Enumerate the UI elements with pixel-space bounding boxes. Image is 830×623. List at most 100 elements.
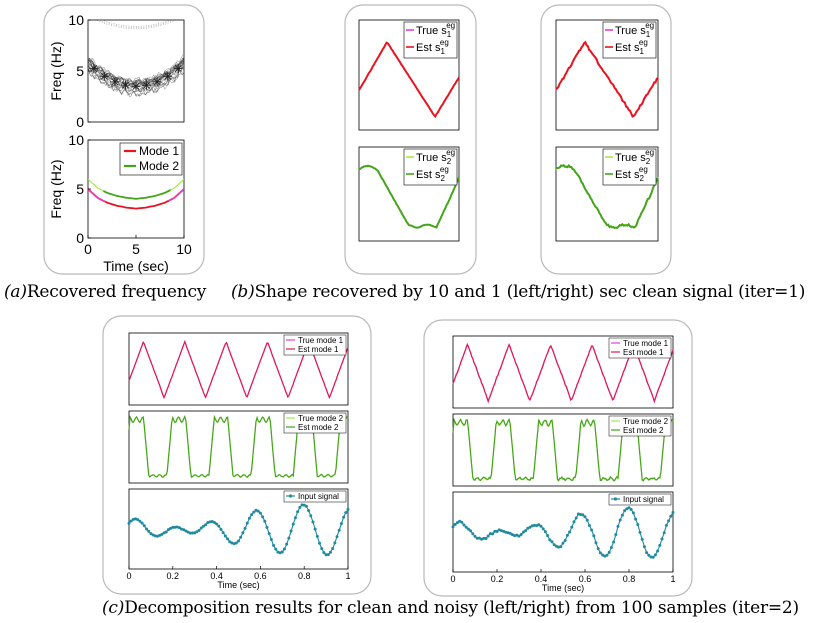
- axes-box-in: [128, 488, 349, 570]
- legend-superscript: eg: [440, 165, 449, 174]
- legend-subscript: 1: [447, 30, 452, 39]
- axes-box-in: [452, 491, 674, 573]
- input-sample-marker: [201, 524, 205, 528]
- input-sample-marker: [546, 534, 550, 538]
- legend-entry: True s2eg: [615, 148, 654, 166]
- x-tick-label: 0.8: [298, 571, 311, 581]
- legend-box: [283, 412, 347, 434]
- y-tick-label: 10: [68, 12, 84, 28]
- panel-c-right-frame: [423, 319, 693, 597]
- input-sample-marker: [631, 511, 635, 515]
- input-sample-marker: [469, 529, 473, 533]
- input-sample-marker: [136, 518, 140, 522]
- legend-superscript: eg: [446, 21, 455, 30]
- caption-c-letter: (c): [102, 598, 125, 618]
- input-sample-marker: [221, 531, 225, 535]
- input-sample-marker: [245, 521, 249, 525]
- freq-marker: [121, 81, 129, 89]
- input-sample-marker: [333, 541, 337, 545]
- input-sample-marker: [473, 534, 477, 538]
- input-sample-marker: [563, 538, 567, 542]
- input-sample-marker: [147, 529, 151, 533]
- input-sample-marker: [647, 553, 651, 557]
- panel-b-right-frame: [540, 4, 672, 275]
- chart-a-top: 0 5 10 Freq (Hz): [48, 12, 185, 130]
- input-sample-marker: [195, 530, 199, 534]
- legend-subscript: 1: [639, 47, 644, 56]
- input-sample-marker: [228, 540, 232, 544]
- input-sample-marker: [590, 528, 594, 532]
- input-sample-marker: [552, 543, 556, 547]
- input-sample-marker: [263, 519, 267, 523]
- legend-box: [403, 148, 458, 186]
- panel-c-left-frame: [102, 315, 372, 595]
- legend-entry: Est s1eg: [615, 38, 648, 56]
- input-sample-marker: [318, 541, 322, 545]
- input-sample-marker: [173, 525, 177, 529]
- input-sample-marker: [138, 519, 142, 523]
- input-sample-marker: [129, 519, 133, 523]
- input-sample-marker: [182, 528, 186, 532]
- input-sample-marker: [265, 525, 269, 529]
- input-sample-marker: [322, 551, 326, 555]
- x-tick-label: 5: [132, 241, 140, 257]
- input-sample-marker: [616, 524, 620, 528]
- input-sample-marker: [267, 532, 271, 536]
- legend-entry: True mode 1: [623, 339, 669, 348]
- input-sample-marker: [304, 504, 308, 508]
- x-tick-label: 0.4: [210, 571, 223, 581]
- input-sample-marker: [671, 510, 675, 514]
- input-sample-marker: [197, 528, 201, 532]
- input-sample-marker: [204, 523, 208, 527]
- legend-entry: Input signal: [298, 492, 339, 501]
- input-sample-marker: [669, 514, 673, 518]
- input-sample-marker: [313, 527, 317, 531]
- input-sample-marker: [243, 526, 247, 530]
- input-sample-marker: [342, 515, 346, 519]
- input-sample-marker: [258, 511, 262, 515]
- input-sample-marker: [537, 523, 541, 527]
- caption-a-letter: (a): [4, 282, 27, 302]
- input-sample-marker: [653, 553, 657, 557]
- input-sample-marker: [300, 503, 304, 507]
- input-sample-marker: [223, 534, 227, 538]
- caption-c: (c)Decomposition results for clean and n…: [102, 598, 799, 618]
- input-sample-marker: [629, 507, 633, 511]
- input-sample-marker: [307, 509, 311, 513]
- input-sample-marker: [574, 516, 578, 520]
- input-sample-marker: [612, 540, 616, 544]
- legend-entry: Est mode 2: [623, 426, 664, 435]
- line-est-s1: [358, 41, 460, 119]
- input-sample-marker: [188, 531, 192, 535]
- input-sample-marker: [298, 505, 302, 509]
- x-axis-label: Time (sec): [542, 583, 584, 593]
- input-sample-marker: [596, 547, 600, 551]
- input-sample-marker: [239, 535, 243, 539]
- input-sample-marker: [219, 527, 223, 531]
- input-sample-marker: [528, 525, 532, 529]
- input-sample-marker: [226, 537, 230, 541]
- legend-text: True s: [416, 152, 447, 164]
- input-sample-marker: [640, 537, 644, 541]
- input-sample-marker: [326, 553, 330, 557]
- input-sample-marker: [627, 506, 631, 510]
- input-sample-marker: [667, 519, 671, 523]
- x-tick-label: 0.6: [254, 571, 267, 581]
- input-sample-marker: [282, 547, 286, 551]
- input-sample-marker: [261, 515, 265, 519]
- input-sample-marker: [145, 527, 149, 531]
- legend-mode1: Mode 1: [139, 144, 179, 158]
- input-sample-marker: [543, 530, 547, 534]
- freq-trace-upper: [101, 20, 171, 27]
- freq-trace-upper: [98, 20, 174, 28]
- input-sample-marker: [344, 511, 348, 515]
- legend-superscript: eg: [645, 148, 654, 157]
- input-sample-marker: [519, 532, 523, 536]
- input-sample-marker: [160, 532, 164, 536]
- input-sample-marker: [241, 531, 245, 535]
- y-tick-label: 0: [76, 114, 84, 130]
- line-mode2-est: [103, 189, 172, 200]
- input-sample-marker: [649, 555, 653, 559]
- input-sample-marker: [269, 537, 273, 541]
